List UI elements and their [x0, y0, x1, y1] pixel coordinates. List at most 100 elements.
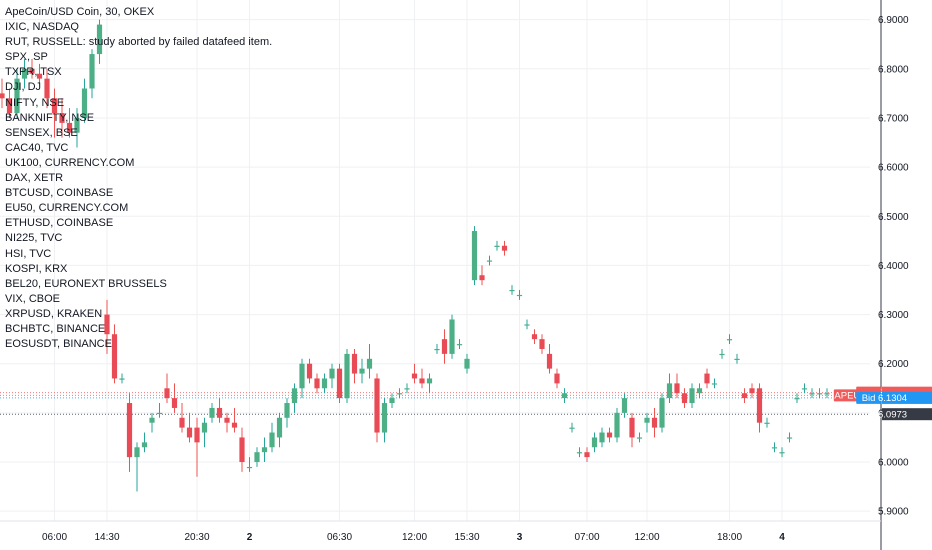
candle-body [599, 432, 605, 443]
candle-body [299, 363, 305, 389]
legend-item[interactable]: VIX, CBOE [5, 292, 61, 305]
legend-item[interactable]: SPX, SP [5, 51, 48, 64]
candle [449, 314, 455, 359]
candle-body [21, 68, 28, 79]
candle [576, 447, 583, 458]
candle-body [801, 388, 808, 390]
legend-item[interactable]: NIFTY, NSE [5, 96, 65, 109]
candle-body [419, 378, 425, 384]
candle-body [321, 378, 328, 389]
legend-item[interactable]: BTCUSD, COINBASE [5, 187, 114, 200]
legend-item[interactable]: BANKNIFTY, NSE [5, 111, 95, 124]
legend-item[interactable]: NI225, TVC [5, 232, 63, 245]
legend-item[interactable]: SENSEX, BSE [5, 126, 78, 139]
candle-body [381, 403, 388, 433]
candle-body [6, 98, 13, 114]
candle [711, 378, 718, 389]
candle [674, 373, 680, 399]
candle-body [659, 398, 665, 428]
candle-body [554, 373, 560, 384]
x-tick-label: 14:30 [94, 532, 119, 543]
candle [479, 265, 485, 286]
candle-body [374, 378, 380, 433]
candle-body [359, 368, 365, 374]
candle [299, 358, 305, 399]
candle [381, 398, 388, 443]
legend-item[interactable]: BCHBTC, BINANCE [5, 322, 106, 335]
candle [726, 334, 733, 345]
candle-body [719, 353, 725, 356]
candle [764, 417, 770, 428]
candle [494, 240, 500, 251]
x-tick-label: 4 [779, 532, 785, 543]
legend-item[interactable]: HSI, TVC [5, 247, 52, 260]
candle [396, 388, 403, 399]
legend-item[interactable]: RUT, RUSSELL: study aborted by failed da… [5, 36, 273, 49]
candle [246, 457, 253, 472]
candle [681, 388, 688, 408]
candle [816, 388, 823, 399]
candle [59, 98, 65, 138]
candle-body [96, 24, 103, 55]
legend-item[interactable]: KOSPI, KRX [5, 262, 68, 275]
legend-item[interactable]: EU50, CURRENCY.COM [5, 202, 129, 215]
price-axis[interactable]: 6.9000 6.8000 6.7000 6.6000 6.5000 6.4000 6.30… [878, 0, 909, 550]
candle [119, 373, 125, 384]
chart-title[interactable]: ApeCoin/USD Coin, 30, OKEX [5, 6, 155, 18]
candle [366, 344, 373, 379]
candle-body [584, 452, 590, 458]
candle-body [194, 427, 200, 443]
candle [306, 358, 313, 384]
candle [104, 299, 110, 354]
y-tick-label: 6.5000 [878, 212, 909, 223]
candle-body [749, 388, 755, 394]
candle [66, 108, 73, 138]
time-axis[interactable]: 06:00 14:30 20:30 2 06:30 12:00 15:30 3 07:00 12:… [0, 520, 881, 543]
candle [554, 368, 560, 389]
x-tick-label: 06:30 [327, 532, 352, 543]
legend-item[interactable]: XRPUSD, KRAKEN [5, 307, 103, 320]
candle-body [689, 388, 695, 404]
candle-body [74, 117, 80, 133]
candle-body [44, 78, 50, 99]
candles [0, 19, 830, 492]
candle-body [231, 422, 238, 428]
candle-body [81, 88, 88, 118]
legend-item[interactable]: EOSUSDT, BINANCE [5, 338, 112, 351]
candle [284, 398, 290, 428]
legend-item[interactable]: TXPR, TSX [5, 66, 62, 79]
candle [374, 373, 380, 443]
candle [824, 388, 830, 399]
candle [651, 407, 658, 438]
legend-item[interactable]: UK100, CURRENCY.COM [5, 156, 135, 169]
candle-body [261, 447, 268, 453]
y-tick-label: 6.4000 [878, 261, 909, 272]
legend-item[interactable]: BEL20, EURONEXT BRUSSELS [5, 277, 167, 290]
candle [21, 58, 28, 89]
candle-body [681, 393, 688, 404]
candle-body [351, 353, 358, 374]
legend-item[interactable]: DJI, DJ [5, 81, 42, 94]
price-tag-value: 6.0973 [878, 409, 907, 420]
candle-body [434, 348, 440, 351]
candle-body [389, 398, 395, 404]
candle-body [171, 398, 178, 408]
candle-body [494, 245, 500, 247]
x-tick-label: 06:00 [42, 532, 67, 543]
candle [786, 432, 793, 443]
candle-body [119, 378, 125, 380]
price-tag-value: 6.1304 [878, 393, 907, 404]
legend-item[interactable]: ETHUSD, COINBASE [5, 217, 114, 230]
legend: ApeCoin/USD Coin, 30, OKEX IXIC, NASDAQ R… [5, 5, 272, 352]
candle [689, 383, 695, 408]
legend-item[interactable]: DAX, XETR [5, 172, 64, 185]
candle [531, 329, 538, 345]
candle [411, 363, 418, 384]
candle-body [186, 427, 193, 438]
y-tick-label: 6.8000 [878, 64, 909, 75]
legend-item[interactable]: IXIC, NASDAQ [5, 21, 79, 34]
legend-item[interactable]: CAC40, TVC [5, 141, 69, 154]
candle-body [644, 417, 650, 423]
candle-body [629, 417, 635, 438]
